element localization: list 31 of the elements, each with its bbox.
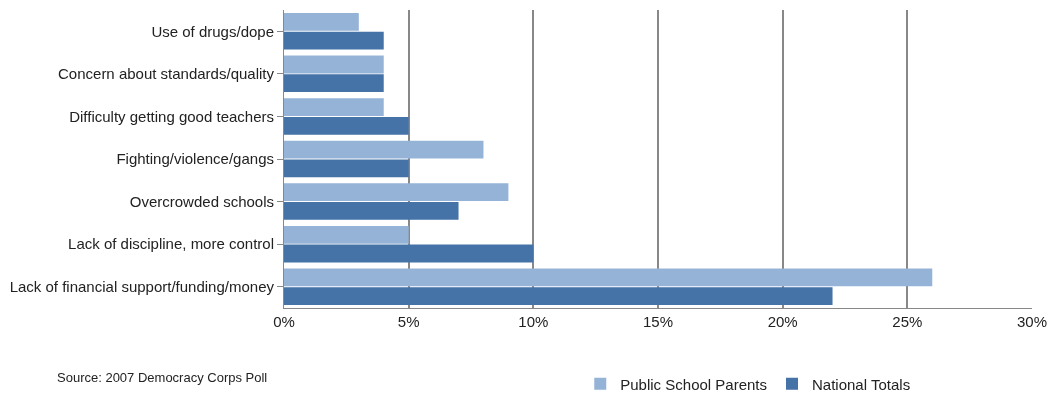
source-note: Source: 2007 Democracy Corps Poll (57, 370, 268, 385)
y-tick-label: Lack of discipline, more control (68, 235, 274, 253)
y-tick-label: Lack of financial support/funding/money (9, 277, 275, 295)
bar (284, 98, 384, 116)
bar (284, 116, 409, 135)
x-tick-label: 30% (1016, 313, 1048, 330)
x-tick-label: 0% (273, 313, 295, 330)
y-tick-label: Overcrowded schools (129, 192, 274, 210)
x-tick-label: 5% (397, 313, 420, 330)
bar (284, 13, 359, 31)
bar (284, 31, 384, 50)
y-tick-label: Use of drugs/dope (151, 22, 274, 40)
bar (284, 159, 409, 178)
y-tick-label: Difficulty getting good teachers (69, 107, 274, 125)
x-tick-label: 25% (892, 313, 923, 330)
y-tick-label: Concern about standards/quality (58, 65, 275, 83)
legend-label: National Totals (812, 375, 911, 393)
y-tick-label: Fighting/violence/gangs (116, 150, 274, 168)
legend-label: Public School Parents (620, 375, 768, 393)
x-tick-label: 15% (642, 313, 674, 330)
bar (284, 202, 459, 220)
bar (284, 268, 933, 287)
bar (284, 225, 409, 244)
bar (284, 74, 384, 93)
x-tick-label: 20% (767, 313, 798, 330)
x-tick-label: 10% (518, 313, 549, 330)
bar (284, 287, 833, 305)
bar (284, 183, 509, 202)
bar (284, 140, 484, 159)
bar (284, 55, 384, 74)
bar (284, 244, 534, 263)
